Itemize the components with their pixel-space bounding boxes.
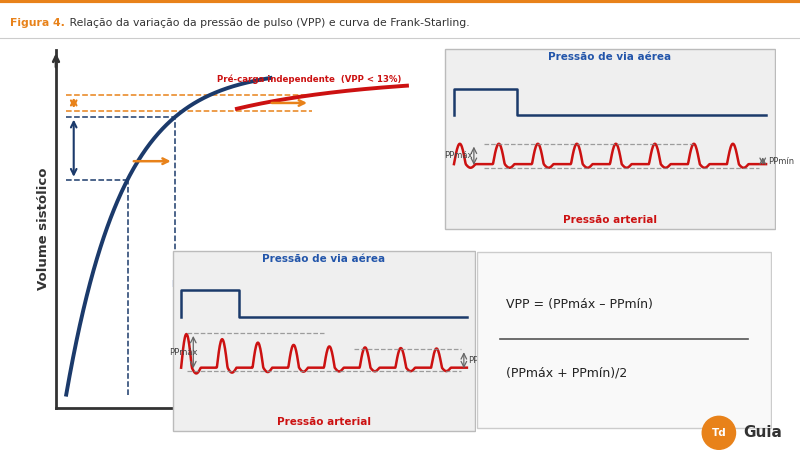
Text: Pressão de via aérea: Pressão de via aérea — [549, 52, 671, 62]
Text: PPmín: PPmín — [768, 157, 794, 165]
Text: PPmáx: PPmáx — [169, 348, 198, 357]
Text: Relação da variação da pressão de pulso (VPP) e curva de Frank-Starling.: Relação da variação da pressão de pulso … — [66, 17, 470, 27]
X-axis label: Pré-carga: Pré-carga — [203, 413, 277, 426]
Text: Td: Td — [711, 428, 726, 438]
Text: Pressão de via aérea: Pressão de via aérea — [262, 254, 386, 264]
Text: Pressão arterial: Pressão arterial — [277, 417, 371, 427]
Text: Pré-carga independente  (VPP < 13%): Pré-carga independente (VPP < 13%) — [218, 75, 402, 84]
Text: Guia: Guia — [742, 425, 782, 440]
Text: Pré-carga dependente  (VPP > 13%): Pré-carga dependente (VPP > 13%) — [172, 280, 356, 289]
Text: PPmín: PPmín — [469, 356, 494, 365]
Text: VPP = (PPmáx – PPmín): VPP = (PPmáx – PPmín) — [506, 298, 653, 311]
FancyBboxPatch shape — [445, 49, 775, 229]
FancyBboxPatch shape — [478, 252, 770, 428]
Y-axis label: Volume sistólico: Volume sistólico — [38, 168, 50, 290]
Text: Pressão arterial: Pressão arterial — [563, 215, 657, 225]
Text: PPmáx: PPmáx — [444, 151, 473, 160]
Circle shape — [702, 416, 735, 449]
Text: Figura 4.: Figura 4. — [10, 17, 65, 27]
Text: (PPmáx + PPmín)/2: (PPmáx + PPmín)/2 — [506, 367, 627, 380]
FancyBboxPatch shape — [173, 251, 475, 431]
